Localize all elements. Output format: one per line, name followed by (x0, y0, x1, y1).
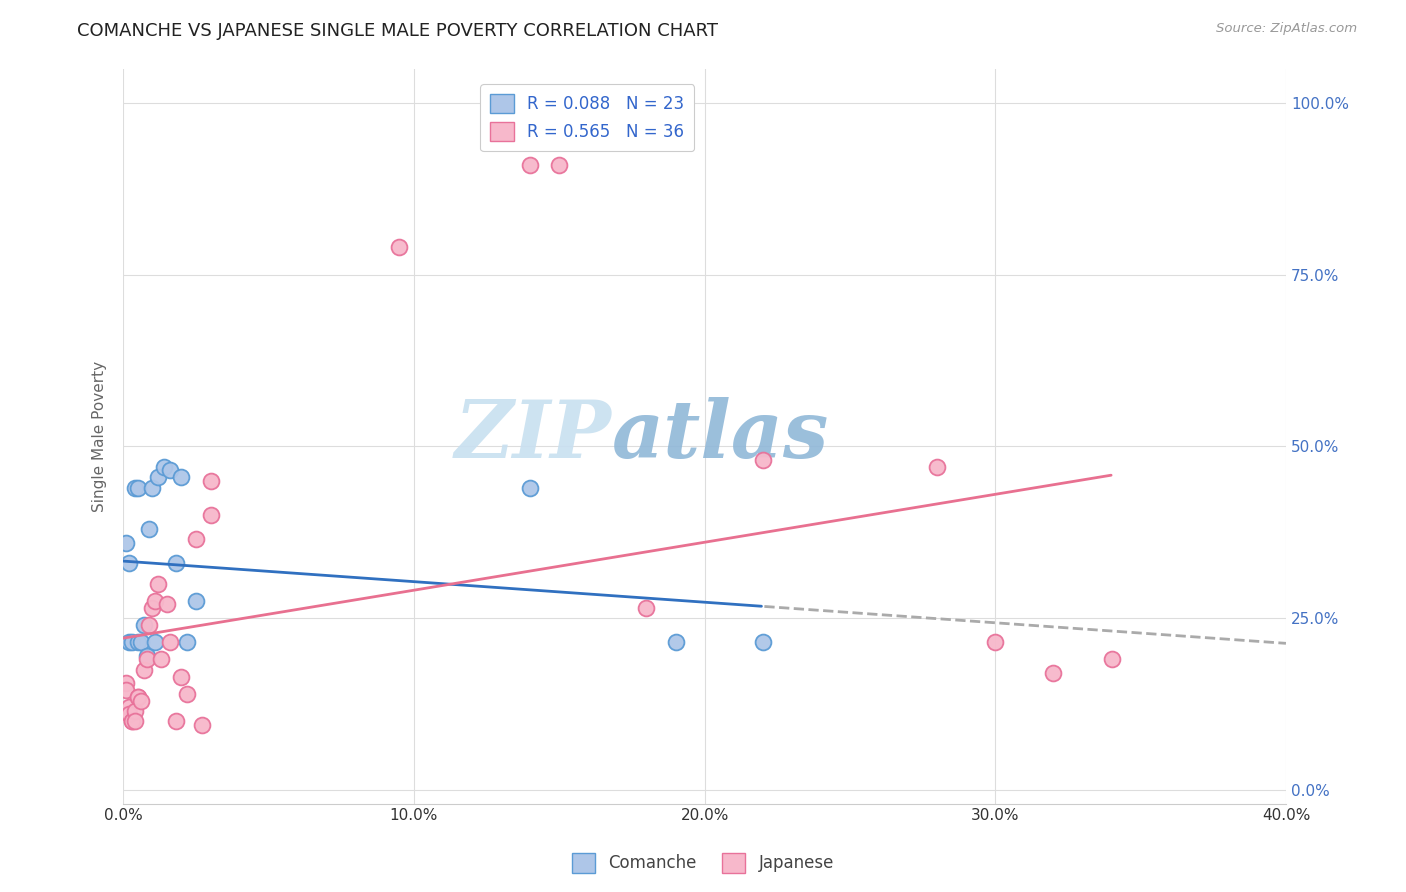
Point (118, 700, 141, 714)
Point (191, 717, 214, 731)
Point (135, 652, 157, 666)
Point (170, 669, 193, 683)
Point (129, 693, 152, 707)
Point (519, 158, 541, 172)
Point (143, 594, 166, 608)
Point (159, 635, 181, 649)
Point (150, 652, 173, 666)
Point (138, 618, 160, 632)
Point (184, 594, 207, 608)
Point (148, 470, 170, 484)
Point (752, 635, 775, 649)
Point (121, 635, 143, 649)
Legend: R = 0.088   N = 23, R = 0.565   N = 36: R = 0.088 N = 23, R = 0.565 N = 36 (481, 84, 695, 151)
Point (156, 598, 179, 612)
Point (135, 648, 157, 663)
Text: atlas: atlas (612, 397, 830, 475)
Point (132, 663, 155, 677)
Point (115, 676, 138, 690)
Point (184, 532, 207, 546)
Point (519, 481, 541, 495)
Point (127, 690, 149, 705)
Point (115, 535, 138, 549)
Point (165, 714, 187, 728)
Point (153, 460, 176, 475)
Point (1042, 666, 1064, 681)
Point (143, 635, 166, 649)
Point (118, 707, 141, 722)
Point (176, 635, 198, 649)
Point (132, 618, 155, 632)
Point (548, 158, 571, 172)
Point (115, 683, 138, 698)
Point (124, 714, 146, 728)
Text: COMANCHE VS JAPANESE SINGLE MALE POVERTY CORRELATION CHART: COMANCHE VS JAPANESE SINGLE MALE POVERTY… (77, 22, 718, 40)
Point (170, 470, 193, 484)
Y-axis label: Single Male Poverty: Single Male Poverty (93, 360, 107, 512)
Point (124, 704, 146, 718)
Point (664, 635, 686, 649)
Point (388, 240, 411, 254)
Point (636, 600, 658, 615)
Point (176, 687, 198, 701)
Point (118, 635, 141, 649)
Text: ZIP: ZIP (454, 397, 612, 475)
Point (121, 714, 143, 728)
Point (118, 556, 141, 570)
Point (127, 481, 149, 495)
Point (752, 453, 775, 467)
Point (127, 635, 149, 649)
Point (927, 460, 949, 475)
Point (141, 481, 163, 495)
Point (148, 576, 170, 591)
Point (159, 463, 181, 477)
Text: Source: ZipAtlas.com: Source: ZipAtlas.com (1216, 22, 1357, 36)
Point (138, 522, 160, 536)
Point (1101, 652, 1123, 666)
Point (121, 714, 143, 728)
Point (141, 600, 163, 615)
Point (127, 690, 149, 705)
Point (165, 556, 187, 570)
Point (129, 635, 152, 649)
Point (124, 481, 146, 495)
Legend: Comanche, Japanese: Comanche, Japanese (565, 847, 841, 880)
Point (984, 635, 1007, 649)
Point (200, 508, 222, 522)
Point (200, 474, 222, 488)
